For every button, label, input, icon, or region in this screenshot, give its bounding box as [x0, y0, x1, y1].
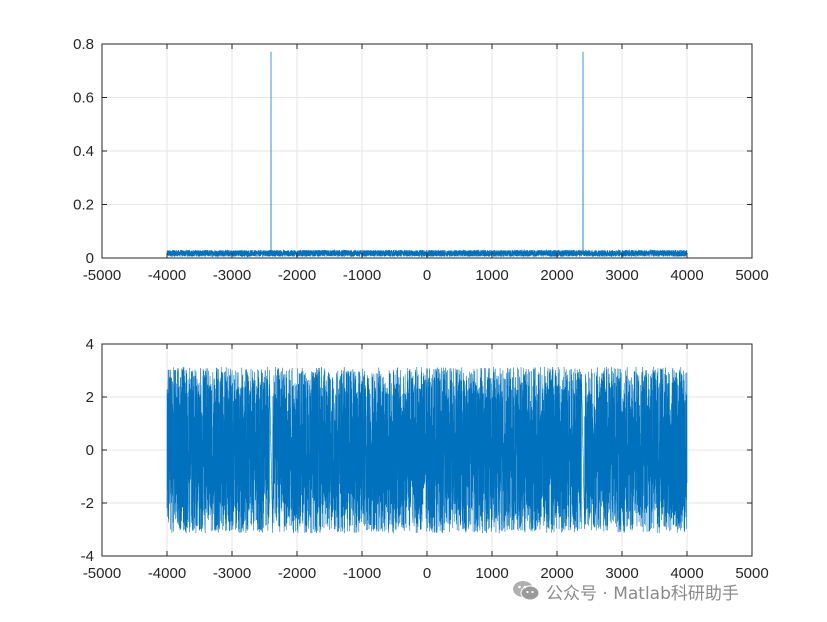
x-tick-label: 1000	[475, 267, 508, 284]
series-line	[166, 51, 688, 258]
y-tick-label: 0.8	[73, 36, 94, 53]
x-tick-label: 4000	[670, 565, 703, 582]
bottom-plot-phase-spectrum: -5000 -4000 -3000 -2000 -1000 0 1000 2000 3000 40…	[81, 336, 769, 582]
x-tick-label: -5000	[83, 267, 121, 284]
x-tick-label: 3000	[605, 565, 638, 582]
x-tick-label: -1000	[343, 565, 381, 582]
x-tick-label: -3000	[213, 267, 251, 284]
wechat-icon	[513, 581, 540, 601]
y-tick-label: 0.2	[73, 197, 94, 214]
watermark: 公众号 · Matlab科研助手	[512, 578, 739, 604]
x-tick-label: -1000	[343, 267, 381, 284]
x-tick-label: 1000	[475, 565, 508, 582]
top-plot-magnitude-spectrum: -5000 -4000 -3000 -2000 -1000 0 1000 2000 3000 40…	[73, 36, 769, 284]
x-tick-label: -3000	[213, 565, 251, 582]
y-tick-label: -4	[81, 548, 94, 565]
x-tick-label: -5000	[83, 565, 121, 582]
series-line	[166, 366, 688, 534]
x-tick-label: -4000	[148, 267, 186, 284]
x-tick-label: -2000	[278, 267, 316, 284]
y-tick-label: 0.4	[73, 143, 94, 160]
y-tick-label: 0	[86, 250, 94, 267]
x-tick-label: 2000	[540, 565, 573, 582]
x-tick-label: 5000	[735, 267, 768, 284]
x-tick-label: 0	[423, 565, 431, 582]
watermark-text: 公众号 · Matlab科研助手	[546, 583, 739, 604]
x-tick-label: 0	[423, 267, 431, 284]
x-tick-label: -4000	[148, 565, 186, 582]
x-tick-label: -2000	[278, 565, 316, 582]
y-tick-label: 0.6	[73, 90, 94, 107]
y-tick-label: -2	[81, 495, 94, 512]
x-tick-label: 4000	[670, 267, 703, 284]
x-tick-label: 2000	[540, 267, 573, 284]
y-tick-label: 2	[86, 389, 94, 406]
x-tick-label: 5000	[735, 565, 768, 582]
x-tick-label: 3000	[605, 267, 638, 284]
y-tick-label: 4	[86, 336, 94, 353]
y-tick-label: 0	[86, 442, 94, 459]
